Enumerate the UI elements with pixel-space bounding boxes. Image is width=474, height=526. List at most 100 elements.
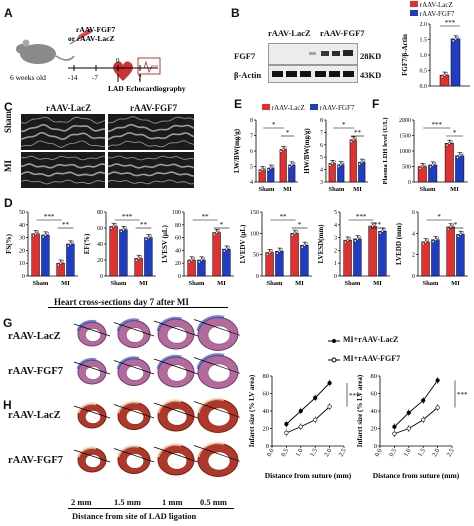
- data-point: [57, 263, 60, 267]
- data-point: [436, 236, 439, 240]
- data-point: [114, 223, 118, 226]
- x-tick-label: MI: [373, 280, 382, 287]
- echo-trace: [21, 171, 105, 177]
- data-point: [188, 260, 191, 264]
- sig-label: ***: [122, 213, 133, 221]
- y-tick-label: 1.5: [420, 38, 428, 44]
- data-point: [339, 163, 343, 166]
- data-point: [346, 238, 349, 242]
- fgf7-blot: [268, 43, 358, 65]
- b-legend-lacz: rAAV-LacZ: [410, 1, 453, 9]
- y-tick-label: 2.0: [420, 22, 428, 28]
- sig-label: ***: [349, 392, 360, 400]
- sections-title: Heart cross-sections day 7 after MI: [54, 297, 189, 307]
- y-tick-label: 40: [19, 223, 25, 229]
- bar: [41, 234, 50, 277]
- bar: [119, 229, 128, 277]
- y-tick-label: 150: [250, 210, 259, 216]
- surgery-label: LAD: [108, 84, 124, 93]
- echo-col-fgf7: rAAV-FGF7: [130, 103, 178, 113]
- legend-lacz: MI+rAAV-LacZ: [343, 335, 399, 344]
- y-axis-label: Infarct size (% LV area): [248, 374, 256, 447]
- data-point: [222, 249, 226, 253]
- sig-label: ***: [445, 19, 456, 27]
- actin-blot: [268, 65, 358, 83]
- treatment-label-2: or rAAV-LacZ: [68, 34, 114, 43]
- data-point: [303, 243, 306, 247]
- bar: [222, 248, 231, 277]
- y-tick-label: 6: [250, 149, 253, 155]
- chart-plasma-ldh: 0 500 1000 1500 2000 Plasma LDH level (U/L) Sh…: [382, 118, 468, 193]
- y-tick-label: 80: [371, 373, 378, 380]
- data-point: [406, 426, 411, 431]
- y-tick-label: 3: [320, 180, 323, 186]
- data-point: [356, 237, 359, 241]
- y-axis-label: HW/BW(mg/g): [303, 128, 311, 174]
- data-point: [431, 163, 435, 167]
- data-point: [423, 163, 426, 166]
- x-tick-label: 2.0: [431, 448, 441, 459]
- bar: [66, 243, 75, 277]
- echo-trace: [21, 155, 105, 161]
- distance-axis-label: Distance from site of LAD ligation: [72, 511, 197, 521]
- bar: [144, 237, 153, 277]
- data-point: [435, 378, 440, 383]
- y-tick-label: 1: [334, 261, 337, 267]
- y-tick-label: 20: [97, 258, 103, 264]
- data-point: [147, 236, 150, 239]
- heart-lumen: [207, 325, 231, 345]
- panel-label-a: A: [4, 6, 13, 20]
- data-point: [124, 226, 127, 229]
- data-point: [348, 236, 352, 240]
- heart-lumen: [166, 408, 188, 426]
- echo-trace: [108, 140, 194, 148]
- data-point: [288, 165, 291, 169]
- y-tick-label: 20: [175, 261, 181, 267]
- dist-15mm: 1.5 mm: [114, 497, 141, 507]
- panel-label-e: E: [234, 97, 243, 111]
- series-line: [394, 380, 438, 428]
- data-point: [434, 238, 437, 242]
- infarct-region: [156, 442, 182, 458]
- data-point: [433, 161, 437, 165]
- y-tick-label: 6: [412, 210, 415, 216]
- x-tick-label: 2.5: [338, 448, 348, 459]
- data-point: [112, 225, 115, 228]
- x-tick-label: Sham: [345, 280, 361, 287]
- y-tick-label: 20: [263, 426, 270, 433]
- data-point: [454, 37, 457, 41]
- data-point: [418, 167, 422, 170]
- data-point: [135, 259, 138, 262]
- data-point: [110, 227, 113, 230]
- data-point: [269, 166, 273, 170]
- data-point: [279, 150, 283, 153]
- heart-lumen: [166, 364, 188, 382]
- data-point: [202, 256, 205, 260]
- echo-monitor-icon: [137, 57, 161, 75]
- sig-label: **: [202, 213, 210, 221]
- y-tick-label: 8: [320, 118, 323, 124]
- data-point: [260, 168, 264, 171]
- y-tick-label: 100: [172, 210, 181, 216]
- section-line: [73, 323, 111, 337]
- data-point: [360, 160, 364, 164]
- y-tick-label: 80: [263, 373, 270, 380]
- y-tick-label: 0: [256, 274, 259, 280]
- data-point: [61, 259, 65, 263]
- infarct-region: [156, 354, 182, 370]
- bar: [275, 251, 284, 277]
- data-point: [36, 230, 40, 234]
- data-point: [330, 162, 334, 165]
- sig-label: *: [437, 213, 441, 221]
- legend-marker-fgf7: [328, 357, 340, 363]
- bar: [378, 230, 387, 277]
- y-axis-label: EF(%): [83, 233, 91, 254]
- data-point: [460, 152, 464, 156]
- data-point: [353, 239, 357, 243]
- x-tick-label: Sham: [423, 280, 439, 287]
- infarct-region: [196, 397, 225, 414]
- section-line: [113, 360, 155, 375]
- data-point: [327, 380, 332, 386]
- y-tick-label: 40: [175, 248, 181, 254]
